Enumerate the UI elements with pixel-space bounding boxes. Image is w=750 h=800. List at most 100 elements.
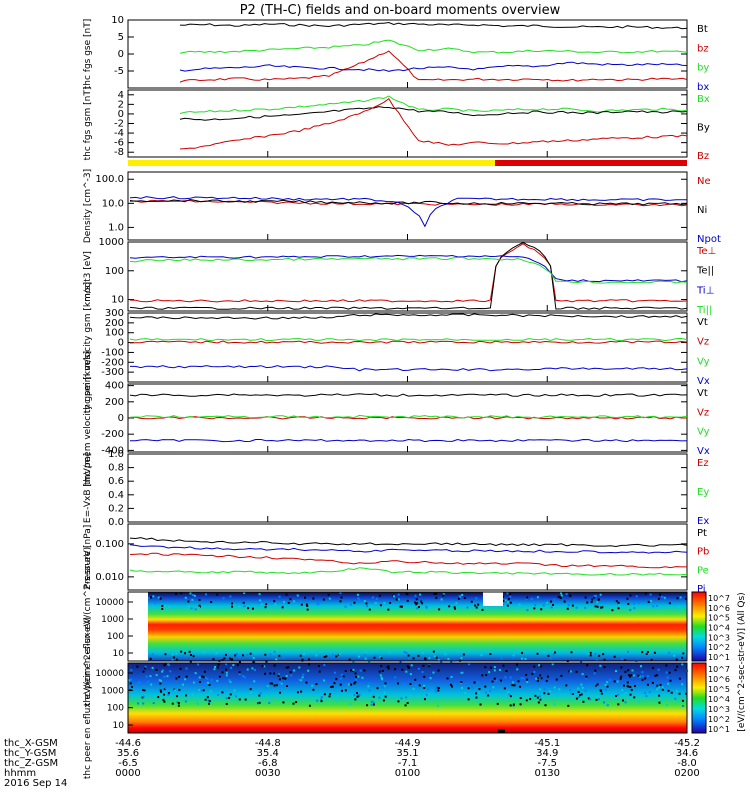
spectrogram-pixel [389, 601, 392, 604]
spectrogram-pixel [320, 700, 323, 703]
spectrogram-pixel [216, 666, 219, 669]
spectrogram-pixel [177, 704, 180, 707]
spectrogram-pixel [624, 670, 627, 673]
spectrogram-pixel [665, 671, 668, 674]
spectrogram-pixel [206, 681, 209, 684]
spectrogram-pixel [569, 670, 572, 673]
spectrogram-pixel [432, 671, 435, 674]
spectrogram-pixel [225, 671, 228, 674]
spectrogram-pixel [665, 704, 668, 707]
spectrogram-pixel [556, 601, 559, 604]
spectrogram-pixel [577, 687, 580, 690]
spectrogram-pixel [230, 658, 233, 661]
spectrogram-pixel [502, 595, 505, 598]
spectrogram-pixel [682, 652, 685, 655]
spectrogram-pixel [473, 681, 476, 684]
spectrogram-pixel [233, 689, 236, 692]
spectrogram [128, 663, 687, 733]
spectrogram-pixel [580, 693, 583, 696]
spectrogram-pixel [392, 595, 395, 598]
spectrogram-pixel [163, 664, 166, 667]
spectrogram-pixel [547, 654, 550, 657]
spectrogram-pixel [618, 604, 621, 607]
spectrogram-pixel [447, 657, 450, 660]
panel-frame [127, 591, 688, 662]
spectrogram-pixel [516, 668, 519, 671]
spectrogram-pixel [238, 698, 241, 701]
spectrogram-pixel [249, 652, 252, 655]
spectrogram-pixel [129, 682, 132, 685]
spectrogram-pixel [151, 653, 154, 656]
series-line-Bx [179, 95, 688, 114]
spectrogram-pixel [651, 681, 654, 684]
spectrogram-pixel [630, 674, 633, 677]
ytick-label: -8 [114, 147, 124, 158]
ytick-label: 100 [107, 704, 124, 714]
spectrogram-pixel [409, 673, 412, 676]
spectrogram-pixel [622, 699, 625, 702]
spectrogram-pixel [412, 657, 415, 660]
spectrogram-pixel [678, 692, 681, 695]
spectrogram-pixel [430, 698, 433, 701]
spectrogram-pixel [316, 603, 319, 606]
spectrogram-pixel [380, 664, 383, 667]
spectrogram-pixel [667, 689, 670, 692]
spectrogram-pixel [462, 653, 465, 656]
spectrogram-pixel [335, 655, 338, 658]
spectrogram-pixel [676, 699, 679, 702]
spectrogram-pixel [617, 601, 620, 604]
spectrogram-pixel [142, 702, 145, 705]
spectrogram-pixel [596, 601, 599, 604]
spectrogram-pixel [380, 657, 383, 660]
spectrogram-pixel [150, 683, 153, 686]
spectrogram-pixel [475, 696, 478, 699]
spectrogram-pixel [143, 689, 146, 692]
spectrogram-pixel [215, 652, 218, 655]
spectrogram-pixel [650, 600, 653, 603]
spectrogram-pixel [470, 600, 473, 603]
spectrogram-pixel [530, 597, 533, 600]
spectrogram-pixel [659, 683, 662, 686]
spectrogram-pixel [580, 683, 583, 686]
spectrogram-pixel [142, 688, 145, 691]
spectrogram-pixel [571, 604, 574, 607]
xaxis-value: 0130 [535, 768, 560, 779]
spectrogram-pixel [421, 651, 424, 654]
spectrogram-pixel [536, 679, 539, 682]
spectrogram-pixel [519, 697, 522, 700]
spectrogram-pixel [553, 686, 556, 689]
spectrogram-pixel [188, 606, 191, 609]
colorbar-tick: 10^5 [708, 614, 730, 623]
spectrogram-pixel [485, 674, 488, 677]
spectrogram-pixel [638, 700, 641, 703]
spectrogram-pixel [359, 669, 362, 672]
spectrogram-pixel [685, 692, 688, 695]
ytick-label: 0 [118, 109, 124, 120]
spectrogram-pixel [353, 601, 356, 604]
spectrogram-pixel [258, 593, 261, 596]
spectrogram-pixel [569, 689, 572, 692]
spectrogram-pixel [202, 689, 205, 692]
spectrogram-pixel [366, 704, 369, 707]
spectrogram-pixel [217, 663, 220, 666]
spectrogram-pixel [581, 686, 584, 689]
spectrogram-pixel [208, 684, 211, 687]
spectrogram-pixel [467, 698, 470, 701]
spectrogram-pixel [512, 654, 515, 657]
spectrogram-pixel [435, 656, 438, 659]
spectrogram-pixel [435, 596, 438, 599]
spectrogram-pixel [242, 601, 245, 604]
spectrogram-pixel [622, 684, 625, 687]
spectrogram-pixel [438, 687, 441, 690]
spectrogram-pixel [404, 704, 407, 707]
spectrogram-pixel [679, 657, 682, 660]
spectrogram-pixel [423, 686, 426, 689]
spectrogram-pixel [339, 592, 342, 595]
spectrogram-pixel [238, 656, 241, 659]
spectrogram-pixel [502, 664, 505, 667]
spectrogram-pixel [538, 695, 541, 698]
spectrogram-pixel [370, 703, 373, 706]
spectrogram-pixel [308, 658, 311, 661]
spectrogram-pixel [190, 607, 193, 610]
spectrogram-pixel [406, 665, 409, 668]
